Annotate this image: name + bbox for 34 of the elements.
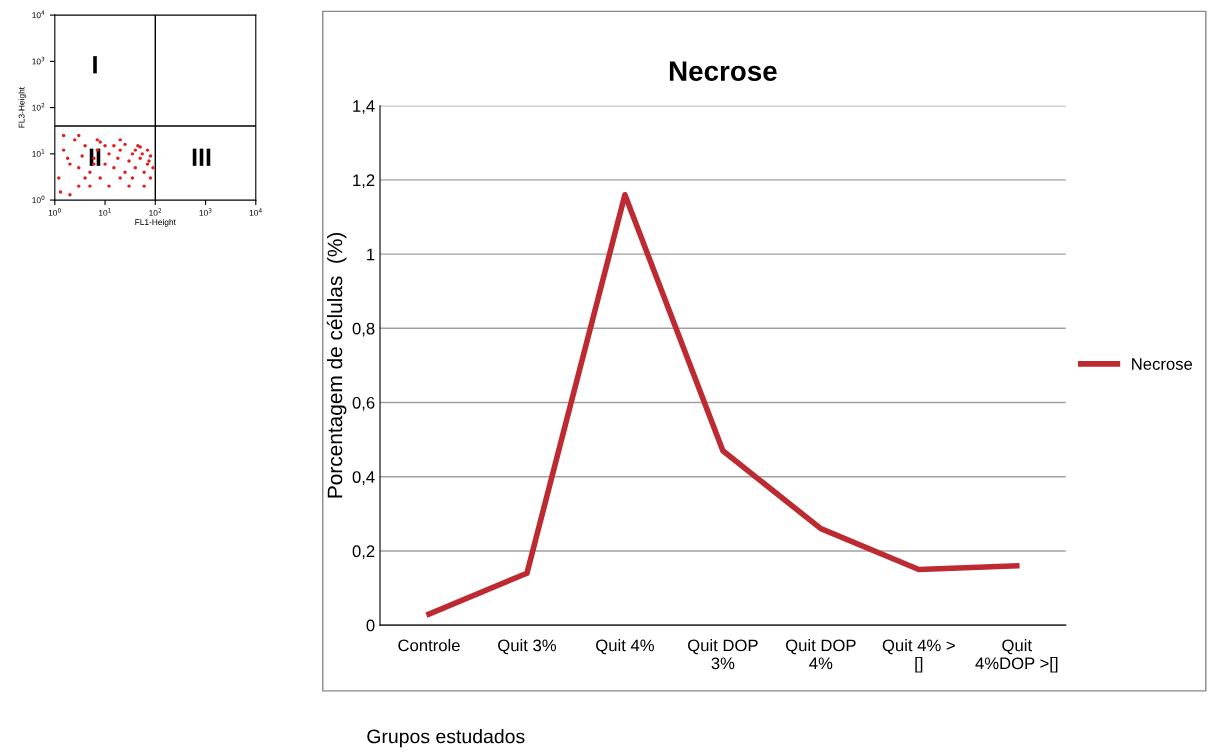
annotation: I [93, 56, 97, 74]
x-tick-label: 10$^{2}$ [149, 208, 162, 216]
y-tick-label: 0 [366, 619, 375, 632]
x-tick-label: Quit 4% > [] [882, 639, 955, 673]
x-tick-label: 10$^{0}$ [48, 208, 61, 216]
y-tick-label: 0,8 [352, 322, 375, 337]
x-tick-label: Quit 3% [498, 639, 557, 655]
x-tick-label: 10$^{1}$ [99, 208, 111, 216]
x-tick-label: 10$^{4}$ [249, 208, 262, 216]
y-tick-label: 1 [367, 248, 375, 261]
chart-title: Necrose [669, 61, 777, 81]
x-tick-label: Quit DOP 3% [688, 639, 758, 670]
y-tick-label: 0,6 [352, 396, 375, 411]
y-tick-label: 0,2 [352, 545, 375, 560]
y-axis-title: Porcentagem de células (%) [326, 232, 347, 498]
y-tick-label: 10$^{2}$ [32, 103, 45, 111]
x-tick-label: Controle [398, 639, 460, 652]
y-tick-label: 1,2 [353, 174, 375, 189]
y-tick-label: 10$^{1}$ [32, 149, 45, 157]
x-tick-label: Quit 4% [596, 639, 654, 655]
y-tick-label: 10$^{3}$ [32, 56, 45, 65]
x-axis-title: FL1-Height [135, 218, 176, 227]
x-tick-label: 10$^{3}$ [199, 208, 212, 216]
annotation: III [192, 148, 211, 166]
y-tick-label: 10$^{4}$ [32, 10, 45, 19]
annotation: II [89, 148, 101, 166]
x-tick-label: Quit DOP 4% [785, 639, 856, 670]
legend-label: Necrose [1132, 358, 1193, 370]
y-axis-title: FL3-Height [18, 87, 27, 128]
x-axis-title: Grupos estudados [367, 729, 525, 748]
y-tick-label: 10$^{0}$ [32, 195, 45, 204]
x-tick-label: Quit 4%DOP >[] [975, 639, 1058, 673]
y-tick-label: 0,4 [352, 471, 375, 485]
y-tick-label: 1,4 [353, 100, 375, 114]
